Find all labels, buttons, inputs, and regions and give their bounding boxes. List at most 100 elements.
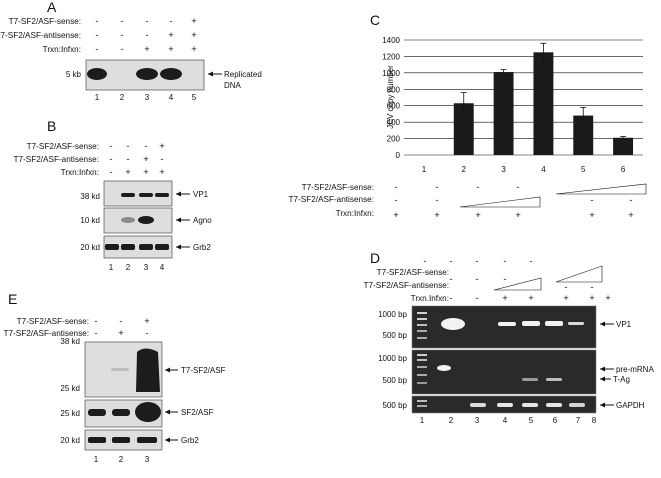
- panel-e: E T7-SF2/ASF-sense: T7-SF2/ASF-antisense…: [3, 291, 225, 464]
- panel-d-band: [441, 318, 465, 330]
- panel-d-lane: 5: [529, 416, 534, 425]
- panel-b-sign: +: [143, 167, 149, 178]
- panel-c-trxn-label: Trxn:Infxn:: [336, 209, 374, 218]
- panel-d-gel-tag: [411, 349, 597, 395]
- panel-e-marker: 38 kd: [60, 337, 80, 346]
- panel-a-sign: +: [191, 30, 197, 41]
- panel-d-ladder: [417, 405, 427, 407]
- panel-d-band-label: T-Ag: [613, 375, 630, 384]
- panel-a-lane: 2: [120, 93, 125, 102]
- y-tick-label: 800: [387, 85, 401, 94]
- panel-d-sign: -: [475, 256, 478, 267]
- panel-a: A T7-SF2/ASF-sense: T7-SF2/ASF-antisense…: [0, 0, 262, 102]
- panel-a-letter: A: [47, 0, 57, 15]
- panel-d-band: [522, 378, 538, 381]
- panel-d-band: [522, 321, 540, 326]
- panel-b-sign: +: [159, 167, 165, 178]
- panel-b-agno-blot: [103, 207, 173, 234]
- panel-c-sign: +: [589, 210, 595, 221]
- chart-gridlines: [404, 39, 643, 156]
- y-tick-label: 1000: [382, 69, 400, 78]
- panel-b-band-label: VP1: [193, 190, 209, 199]
- panel-d-sign: -: [564, 282, 567, 293]
- panel-a-sign: -: [120, 30, 123, 41]
- panel-b-marker: 10 kd: [80, 216, 100, 225]
- panel-b-band: [139, 244, 153, 250]
- panel-a-sign: -: [145, 30, 148, 41]
- panel-b-arrowhead: [176, 191, 181, 197]
- panel-c-sign: -: [435, 195, 438, 206]
- panel-c-sign: +: [393, 210, 399, 221]
- panel-e-band: [112, 409, 130, 416]
- panel-b-band: [138, 216, 154, 224]
- panel-b-lane: 2: [126, 263, 131, 272]
- panel-c-sign: -: [394, 182, 397, 193]
- panel-c-sign: -: [516, 182, 519, 193]
- panel-d-ladder: [417, 366, 427, 368]
- panel-e-arrowhead: [165, 437, 170, 443]
- panel-b-marker: 20 kd: [80, 243, 100, 252]
- panel-e-arrowhead: [165, 367, 170, 373]
- panel-d-band: [546, 378, 562, 381]
- panel-d-antisense-label: T7-SF2/ASF-antisense:: [363, 281, 449, 290]
- panel-c-sign: +: [434, 210, 440, 221]
- panel-c-antisense-label: T7-SF2/ASF-antisense:: [288, 195, 374, 204]
- panel-b-sign: +: [159, 141, 165, 152]
- panel-b-sign: -: [109, 154, 112, 165]
- panel-d-marker: 1000 bp: [378, 310, 407, 319]
- panel-d-band: [497, 403, 513, 407]
- bar: [613, 137, 634, 155]
- panel-d-gel-vp1: [411, 305, 597, 349]
- panel-a-marker: 5 kb: [66, 70, 82, 79]
- panel-d-lane: 2: [449, 416, 454, 425]
- panel-a-sign: +: [191, 16, 197, 27]
- panel-a-band-label-2: DNA: [224, 81, 242, 90]
- panel-d-ladder: [417, 324, 427, 326]
- panel-d-ladder: [417, 337, 427, 339]
- panel-d-band-label: GAPDH: [616, 401, 645, 410]
- panel-b-band-label: Agno: [193, 216, 212, 225]
- panel-e-sign: -: [94, 316, 97, 327]
- panel-a-sign: +: [144, 44, 150, 55]
- panel-d-arrowhead: [600, 366, 605, 372]
- panel-b-sign: -: [160, 154, 163, 165]
- panel-d-band: [470, 403, 486, 407]
- panel-b-band: [155, 193, 169, 197]
- panel-e-letter: E: [8, 291, 17, 307]
- panel-d-sign: +: [589, 293, 595, 304]
- panel-c-sign: -: [590, 195, 593, 206]
- y-tick-label: 1200: [382, 52, 400, 61]
- panel-d-band: [437, 365, 451, 371]
- x-category-label: 3: [501, 165, 506, 174]
- panel-b-band: [121, 217, 135, 223]
- y-tick-label: 200: [387, 135, 401, 144]
- panel-d-lane: 8: [592, 416, 597, 425]
- panel-a-band: [136, 68, 158, 80]
- panel-d-letter: D: [370, 250, 380, 266]
- panel-e-sign: -: [145, 328, 148, 339]
- panel-b-band: [105, 244, 119, 250]
- panel-e-band: [88, 437, 106, 443]
- panel-e-band: [111, 368, 129, 371]
- panel-d-marker: 500 bp: [383, 331, 408, 340]
- panel-e-band: [88, 409, 106, 416]
- panel-c-sign: +: [515, 210, 521, 221]
- x-category-label: 6: [621, 165, 626, 174]
- panel-e-band-label: SF2/ASF: [181, 408, 214, 417]
- chart-bars: [453, 42, 634, 156]
- panel-b-sign: -: [144, 141, 147, 152]
- panel-c-sense-wedge: [555, 183, 647, 195]
- panel-c-sign: +: [475, 210, 481, 221]
- panel-e-arrowhead: [165, 409, 170, 415]
- panel-a-lane: 1: [95, 93, 100, 102]
- panel-a-sign: -: [95, 16, 98, 27]
- x-category-label: 1: [422, 165, 427, 174]
- panel-a-sign: -: [169, 16, 172, 27]
- y-tick-label: 1400: [382, 36, 400, 45]
- panel-e-lane: 2: [119, 455, 124, 464]
- panel-d-ladder: [417, 400, 427, 402]
- bar: [573, 115, 594, 155]
- panel-d-marker: 1000 bp: [378, 354, 407, 363]
- panel-d-lane: 1: [420, 416, 425, 425]
- panel-c: C JCV copy number 0 200 400 600 800 1000 1200 1…: [288, 12, 647, 221]
